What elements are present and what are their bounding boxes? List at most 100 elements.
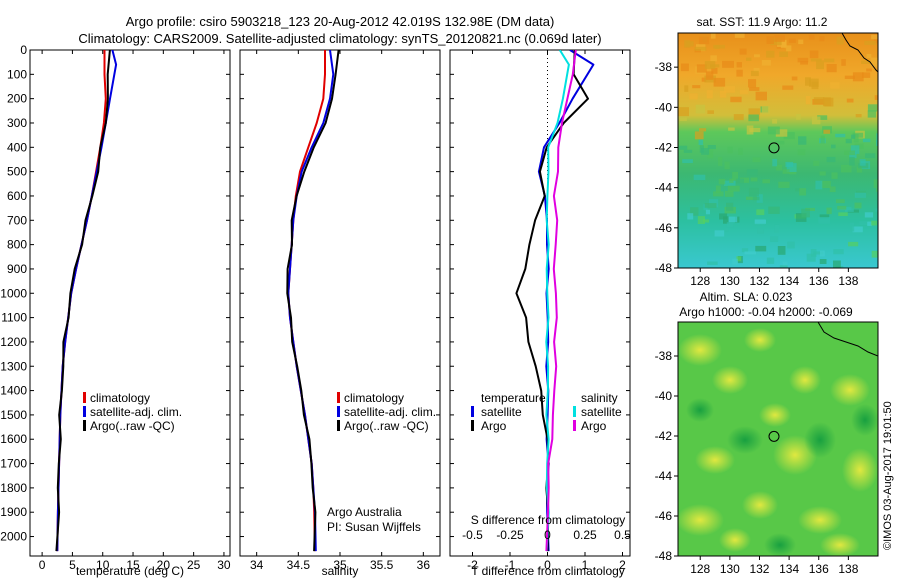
sst-pixel — [797, 57, 809, 63]
x-tick-label: 10 — [96, 558, 110, 572]
lon-tick-label: 136 — [809, 562, 829, 576]
sst-pixel — [766, 257, 775, 264]
s-diff-tick-label: 0.5 — [614, 528, 631, 542]
sst-pixel — [844, 150, 856, 155]
lat-tick-label: -40 — [655, 100, 673, 114]
sst-pixel — [772, 118, 778, 124]
legend-label-t-argo: Argo — [481, 419, 507, 433]
sst-pixel — [870, 57, 878, 67]
sst-pixel — [762, 179, 770, 184]
lon-tick-label: 128 — [690, 274, 710, 288]
sst-pixel — [750, 177, 758, 182]
depth-tick-label: 2000 — [0, 530, 27, 544]
sst-pixel — [871, 220, 877, 226]
sst-pixel — [841, 164, 852, 173]
legend-label-climatology: climatology — [90, 391, 150, 405]
sst-pixel — [736, 178, 744, 184]
depth-tick-label: 0 — [20, 43, 27, 57]
sst-pixel — [755, 245, 767, 252]
sst-pixel — [713, 191, 724, 197]
legend-label-t-satellite: satellite — [481, 405, 522, 419]
sst-pixel — [683, 149, 693, 153]
s-diff-tick-label: -0.25 — [496, 528, 524, 542]
sst-pixel — [813, 97, 825, 104]
difference-plot — [515, 50, 595, 556]
sst-pixel — [826, 207, 832, 215]
x-tick-label: 1 — [582, 558, 589, 572]
sla-anomaly-high — [830, 374, 870, 406]
sst-pixel — [710, 55, 717, 62]
sst-pixel — [728, 216, 738, 223]
lat-tick-label: -46 — [655, 509, 673, 523]
x-tick-label: 34 — [250, 558, 264, 572]
sst-pixel — [732, 258, 738, 265]
sst-pixel — [820, 135, 825, 144]
x-tick-label: 36 — [417, 558, 431, 572]
sst-pixel — [853, 134, 859, 143]
sst-pixel — [820, 250, 825, 257]
sst-pixel — [705, 209, 710, 215]
sst-pixel — [813, 251, 824, 255]
sst-pixel — [866, 68, 872, 72]
lon-tick-label: 138 — [838, 274, 858, 288]
sst-pixel — [786, 163, 797, 172]
sst-pixel — [694, 131, 704, 140]
sla-anomaly-high — [759, 403, 791, 427]
sst-pixel — [849, 157, 855, 166]
series-line-satellite-adj-clim — [56, 50, 118, 552]
s-difference-axis-label: S difference from climatology — [471, 513, 626, 527]
sst-pixel — [845, 138, 852, 144]
sst-pixel — [816, 60, 824, 70]
sst-pixel — [703, 219, 710, 223]
x-tick-label: -1 — [505, 558, 516, 572]
sst-pixel — [705, 71, 714, 80]
sst-pixel — [836, 36, 844, 45]
sst-pixel — [727, 185, 740, 192]
sst-pixel — [756, 209, 765, 216]
sst-pixel — [761, 106, 770, 115]
sst-pixel — [689, 93, 698, 100]
depth-tick-label: 900 — [7, 262, 27, 276]
temperature-legend: climatology satellite-adj. clim. Argo(..… — [83, 391, 182, 433]
sst-pixel — [782, 85, 794, 90]
legend-title-salinity: salinity — [581, 391, 618, 405]
sst-pixel — [757, 228, 764, 234]
sst-pixel — [841, 59, 846, 66]
sst-pixel — [791, 76, 798, 81]
sst-pixel — [746, 57, 752, 61]
sst-pixel — [782, 169, 790, 174]
sst-pixel — [833, 249, 844, 255]
sst-pixel — [805, 96, 811, 105]
sst-pixel — [826, 64, 837, 73]
sst-pixel — [692, 85, 701, 89]
sst-pixel — [744, 251, 756, 255]
sst-pixel — [748, 114, 759, 122]
sst-pixel — [776, 164, 783, 171]
sst-pixel — [877, 36, 878, 43]
sst-pixel — [826, 156, 836, 163]
sla-anomaly-high — [744, 328, 776, 352]
sla-argo-location-marker — [768, 430, 780, 442]
sla-anomaly-high — [712, 366, 748, 394]
sst-pixel — [786, 45, 792, 52]
sst-pixel — [774, 35, 785, 42]
sst-pixel — [830, 82, 840, 89]
legend-title-temperature: temperature — [481, 391, 546, 405]
depth-tick-label: 1300 — [0, 359, 27, 373]
sst-pixel — [865, 153, 876, 159]
legend-label-s-satellite: satellite — [581, 405, 622, 419]
sst-pixel — [800, 61, 808, 65]
sla-anomaly-high — [842, 448, 878, 492]
sst-pixel — [835, 133, 846, 138]
sla-map-anomalies — [678, 328, 878, 556]
temperature-panel-frame — [29, 49, 231, 557]
series-line-climatology — [287, 50, 326, 552]
sla-map-subtitle: Argo h1000: -0.04 h2000: -0.069 — [679, 305, 853, 319]
sst-pixel — [806, 253, 816, 262]
sst-pixel — [871, 34, 878, 40]
sst-pixel — [680, 63, 689, 72]
sst-pixel — [819, 171, 826, 176]
sst-pixel — [724, 228, 729, 232]
sst-pixel — [699, 128, 707, 132]
x-tick-label: 35 — [333, 558, 347, 572]
